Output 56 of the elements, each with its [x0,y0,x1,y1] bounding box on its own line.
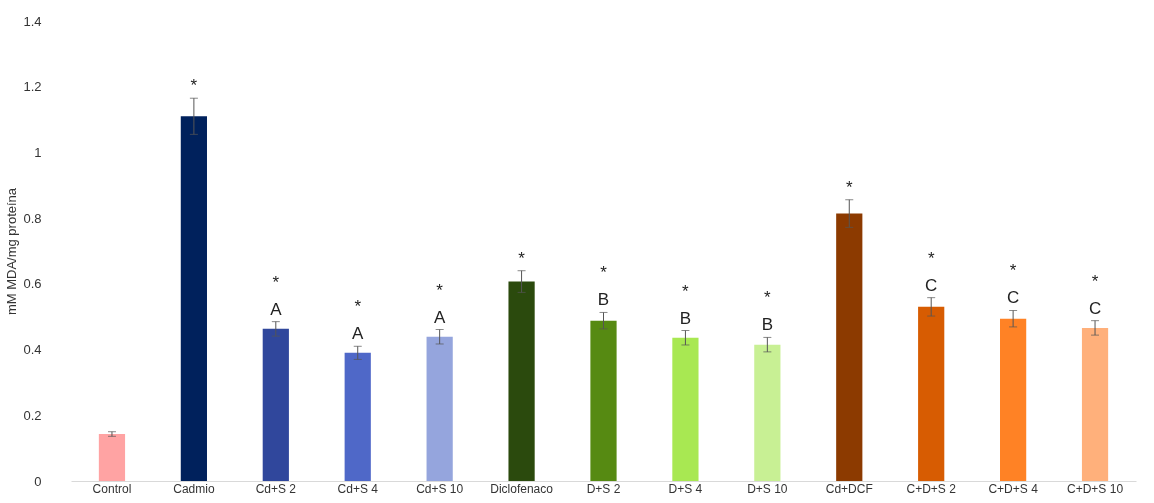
bar [918,306,945,481]
x-tick-label: D+S 2 [586,481,621,496]
annotation: * [1091,271,1099,291]
y-axis-title: mM MDA/mg proteína [4,187,20,316]
x-tick-label: D+S 10 [747,481,788,496]
annotation: B [761,315,774,335]
y-tick-label: 0.2 [23,407,42,423]
y-tick-label: 0.8 [23,210,42,226]
annotation: * [600,263,608,283]
y-tick-label: 0.4 [23,342,42,358]
annotation: * [354,297,362,317]
x-tick-label: C+D+S 4 [988,481,1039,496]
x-tick-label: Diclofenaco [490,481,554,496]
annotation: * [845,177,853,197]
bar [426,336,453,481]
y-tick-label: 1 [34,144,42,160]
x-tick-label: Cadmio [173,481,215,496]
bar [590,320,617,481]
bar [1081,327,1109,481]
bar [262,328,289,481]
x-tick-label: Cd+S 4 [337,481,379,496]
y-tick-label: 0 [34,473,42,489]
annotation: C [925,275,938,295]
bar [836,213,863,481]
x-tick-label: Cd+DCF [825,481,873,496]
bar [508,281,535,481]
annotation: * [682,281,690,301]
y-tick-label: 0.6 [23,276,42,292]
bar [180,116,207,481]
annotation: A [433,307,446,327]
annotation: * [436,280,444,300]
annotation: C [1006,288,1020,308]
x-tick-label: C+D+S 2 [906,481,957,496]
x-tick-label: Control [92,481,132,496]
bar [98,434,126,481]
annotation: B [597,290,610,310]
bar [754,344,781,481]
annotation: * [1009,261,1017,281]
annotation: * [518,248,526,268]
annotation: * [927,248,935,268]
x-tick-label: Cd+S 10 [416,481,464,496]
x-tick-label: D+S 4 [668,481,703,496]
x-tick-label: C+D+S 10 [1067,481,1124,496]
annotation: A [270,299,283,319]
annotation: * [272,272,280,292]
annotation: A [352,324,365,344]
bar [672,337,699,481]
y-tick-label: 1.4 [23,13,42,29]
annotation: * [764,288,772,308]
annotation: B [679,308,692,328]
annotation: * [190,76,198,96]
x-tick-label: Cd+S 2 [255,481,297,496]
bar [344,352,371,481]
y-tick-label: 1.2 [23,79,42,95]
bar [1000,318,1027,481]
annotation: C [1088,298,1102,318]
